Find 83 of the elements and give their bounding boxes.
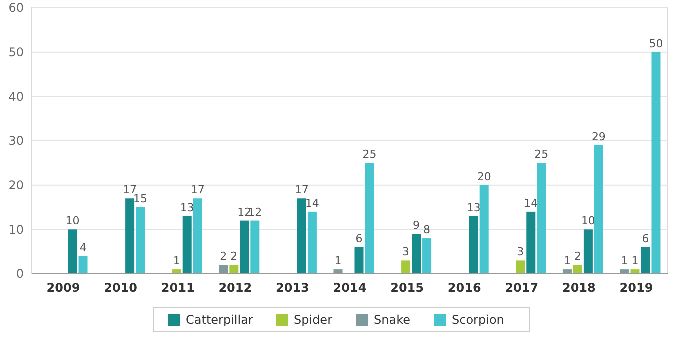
bar: [620, 270, 630, 274]
bar: [641, 247, 650, 274]
bar: [240, 220, 250, 274]
data-label: 6: [356, 232, 363, 246]
data-label: 2: [574, 250, 582, 264]
y-tick-label: 40: [8, 90, 24, 104]
bar: [308, 212, 317, 274]
data-label: 14: [305, 196, 320, 210]
y-tick-label: 60: [8, 1, 24, 16]
data-label: 8: [424, 224, 431, 237]
bar: [78, 256, 88, 274]
bar: [652, 52, 661, 274]
data-label: 15: [134, 192, 148, 206]
bar: [402, 260, 411, 274]
bar: [182, 216, 192, 274]
bar: [136, 208, 146, 274]
bar: [250, 220, 260, 274]
data-label: 2: [220, 250, 228, 264]
data-label: 10: [66, 214, 80, 228]
bar: [469, 216, 478, 274]
bar: [334, 270, 343, 274]
data-label: 2: [230, 250, 238, 264]
x-tick-label: 2016: [448, 281, 482, 295]
y-tick-label: 30: [8, 134, 24, 148]
data-label: 1: [621, 254, 628, 268]
data-label: 9: [413, 219, 420, 232]
bar: [172, 270, 182, 274]
data-label: 20: [477, 170, 492, 184]
bar: [594, 145, 604, 274]
data-label: 17: [294, 184, 309, 197]
bar: [630, 270, 640, 274]
bar: [562, 270, 572, 274]
data-label: 3: [402, 246, 410, 259]
bar: [365, 163, 374, 274]
data-label: 25: [534, 148, 549, 162]
data-label: 10: [581, 214, 596, 228]
bar: [516, 260, 526, 274]
data-label: 1: [564, 254, 571, 268]
x-tick-label: 2017: [505, 281, 539, 295]
data-label: 1: [173, 254, 180, 268]
legend-label: Scorpion: [452, 313, 504, 328]
bar: [297, 198, 306, 274]
bar: [584, 230, 593, 274]
legend-label: Catterpillar: [186, 313, 254, 328]
bar: [219, 265, 228, 274]
bar: [230, 265, 239, 274]
x-tick-label: 2018: [562, 281, 596, 295]
x-tick-label: 2013: [276, 281, 310, 295]
bar: [354, 247, 364, 274]
bar: [537, 163, 546, 274]
bar: [126, 198, 135, 274]
data-label: 6: [642, 232, 650, 246]
x-tick-label: 2014: [333, 281, 367, 295]
x-tick-label: 2009: [46, 281, 80, 295]
x-tick-label: 2015: [390, 281, 424, 295]
x-tick-label: 2010: [104, 281, 138, 295]
x-tick-label: 2019: [620, 281, 654, 295]
data-label: 4: [80, 241, 87, 254]
data-label: 50: [649, 37, 664, 50]
data-label: 29: [592, 130, 606, 144]
bar: [422, 238, 432, 274]
bar: [573, 265, 582, 274]
bar: [480, 185, 489, 274]
x-tick-label: 2012: [218, 281, 252, 295]
bar: [412, 234, 422, 274]
data-label: 13: [180, 201, 194, 214]
data-label: 1: [334, 254, 342, 268]
y-tick-label: 10: [8, 222, 24, 237]
y-tick-label: 0: [16, 267, 24, 282]
legend-label: Snake: [374, 313, 410, 328]
bar: [68, 230, 78, 274]
data-label: 1: [632, 254, 639, 268]
bar: [526, 212, 536, 274]
data-label: 12: [248, 206, 262, 219]
y-tick-label: 20: [8, 178, 24, 193]
y-tick-label: 50: [8, 46, 24, 60]
data-label: 13: [466, 201, 481, 214]
data-label: 25: [362, 148, 377, 162]
x-tick-label: 2011: [161, 281, 195, 295]
data-label: 17: [190, 184, 205, 197]
legend-label: Spider: [294, 313, 333, 328]
data-label: 3: [517, 246, 524, 259]
bar: [193, 198, 202, 274]
